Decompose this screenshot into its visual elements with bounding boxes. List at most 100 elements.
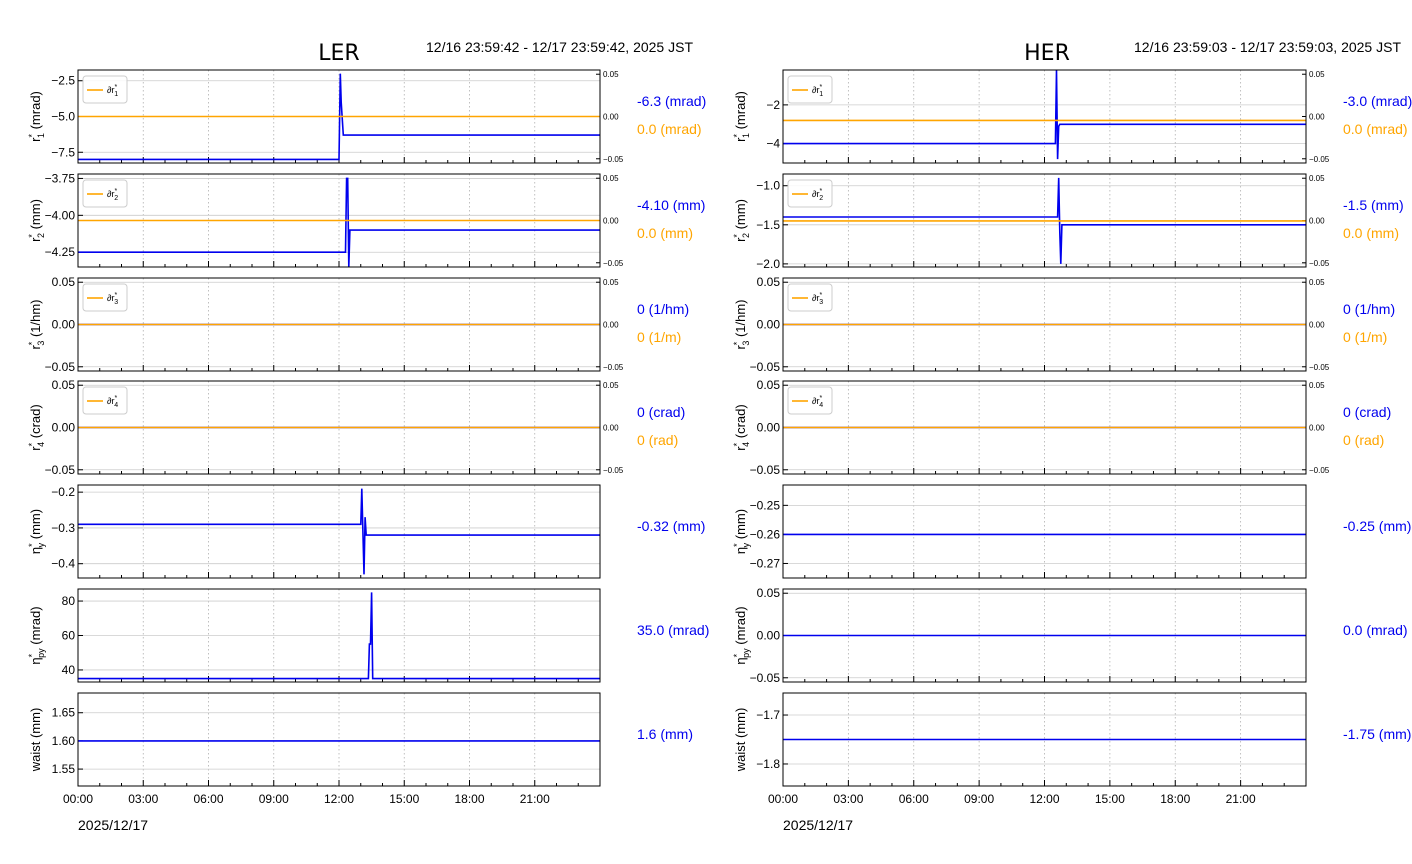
x-tick-label: 00:00 <box>63 792 93 806</box>
plot-frame <box>77 484 601 579</box>
y-tick-label: −4 <box>766 137 780 151</box>
her-x-date: 2025/12/17 <box>783 817 853 833</box>
current-value-readout: 1.6 (mm) <box>637 726 693 742</box>
her-title: HER <box>1024 41 1070 66</box>
y-tick-label: 0.00 <box>757 421 781 435</box>
y-tick-label: −2.0 <box>756 257 780 271</box>
y-axis-label: waist (mm) <box>28 708 43 773</box>
current-value-readout: -4.10 (mm) <box>637 197 705 213</box>
y-tick-label: 1.65 <box>52 706 76 720</box>
ler-panel-4: −0.05 0.00 0.05 −0.05 0.00 0.05 ∂r* 4 r*4 (crad)… <box>27 378 685 477</box>
legend: ∂r* 3 <box>82 283 128 312</box>
her-panel-4: −0.05 0.00 0.05 −0.05 0.00 0.05 ∂r* 4 r*4 (crad)… <box>732 378 1391 477</box>
x-tick-label: 18:00 <box>454 792 484 806</box>
current-value-readout: 0 (1/hm) <box>637 301 689 317</box>
right-tick-label: 0.05 <box>1309 70 1325 79</box>
current-value-readout: -0.25 (mm) <box>1343 518 1411 534</box>
y-tick-label: 0.05 <box>757 378 781 392</box>
legend: ∂r* 2 <box>787 179 833 208</box>
y-axis-label: r*2 (mm) <box>27 199 46 242</box>
current-value-readout: 0 (1/hm) <box>1343 301 1395 317</box>
y-tick-label: 1.60 <box>52 734 76 748</box>
legend-label: ∂r* 2 <box>812 188 823 202</box>
y-axis-label: waist (mm) <box>733 708 748 773</box>
y-tick-label: −0.05 <box>750 671 781 685</box>
right-tick-label: −0.05 <box>603 466 624 475</box>
right-tick-label: 0.05 <box>603 70 619 79</box>
y-tick-label: 0.05 <box>52 275 76 289</box>
y-axis-label: r*1 (mrad) <box>27 91 46 142</box>
current-value-readout: -1.5 (mm) <box>1343 197 1404 213</box>
right-tick-label: −0.05 <box>603 155 624 164</box>
legend-box <box>787 283 833 312</box>
measured-series-line <box>783 69 1306 160</box>
right-tick-label: 0.00 <box>1309 217 1325 226</box>
x-tick-label: 09:00 <box>259 792 289 806</box>
x-tick-label: 12:00 <box>324 792 354 806</box>
legend-label: ∂r* 3 <box>812 292 823 306</box>
y-axis-label: η*py (mrad) <box>27 606 46 664</box>
right-tick-label: 0.05 <box>603 278 619 287</box>
plot-frame <box>77 380 601 475</box>
right-tick-label: −0.05 <box>603 363 624 372</box>
y-tick-label: −0.05 <box>45 360 76 374</box>
y-tick-label: −5.0 <box>51 110 75 124</box>
setpoint-value-readout: 0.0 (mm) <box>1343 225 1399 241</box>
y-tick-label: −4.00 <box>45 208 76 222</box>
plot-frame <box>782 173 1307 268</box>
ler-panel-5: −0.4 −0.3 −0.2 η*y (mm) -0.32 (mm) <box>27 484 705 579</box>
y-axis-label: r*3 (1/hm) <box>732 299 751 349</box>
plot-frame <box>782 380 1307 475</box>
setpoint-value-readout: 0.0 (mm) <box>637 225 693 241</box>
x-tick-label: 09:00 <box>964 792 994 806</box>
y-axis-label: r*3 (1/hm) <box>27 299 46 349</box>
ler-title: LER <box>318 41 359 66</box>
legend: ∂r* 4 <box>787 386 833 415</box>
current-value-readout: 0 (crad) <box>637 404 685 420</box>
y-axis-label: η*y (mm) <box>27 509 46 554</box>
legend-box <box>787 179 833 208</box>
y-tick-label: −0.25 <box>750 498 781 512</box>
y-tick-label: −0.3 <box>51 521 75 535</box>
legend: ∂r* 2 <box>82 179 128 208</box>
right-tick-label: 0.00 <box>603 321 619 330</box>
x-tick-label: 12:00 <box>1029 792 1059 806</box>
setpoint-value-readout: 0.0 (mrad) <box>1343 121 1408 137</box>
right-tick-label: 0.05 <box>1309 174 1325 183</box>
ler-panel-2: −4.25 −4.00 −3.75 −0.05 0.00 0.05 ∂r* 2 r*2 (mm)… <box>27 171 705 267</box>
legend-label: ∂r* 1 <box>812 84 823 98</box>
legend-label: ∂r* 4 <box>812 395 823 409</box>
right-tick-label: 0.00 <box>603 424 619 433</box>
her-panel-2: −2.0 −1.5 −1.0 −0.05 0.00 0.05 ∂r* 2 r*2 (mm) -1.… <box>732 173 1404 271</box>
right-tick-label: 0.00 <box>1309 424 1325 433</box>
x-tick-label: 21:00 <box>520 792 550 806</box>
setpoint-value-readout: 0 (1/m) <box>637 329 681 345</box>
current-value-readout: -1.75 (mm) <box>1343 726 1411 742</box>
right-tick-label: −0.05 <box>1309 466 1330 475</box>
y-tick-label: −1.0 <box>756 179 780 193</box>
right-tick-label: 0.05 <box>1309 381 1325 390</box>
y-tick-label: 40 <box>62 663 76 677</box>
x-tick-label: 18:00 <box>1160 792 1190 806</box>
right-tick-label: −0.05 <box>1309 363 1330 372</box>
y-axis-label: η*y (mm) <box>732 509 751 554</box>
setpoint-value-readout: 0 (1/m) <box>1343 329 1387 345</box>
legend-label: ∂r* 1 <box>107 84 118 98</box>
measured-series-line <box>78 592 600 680</box>
y-tick-label: 0.05 <box>757 275 781 289</box>
y-tick-label: 0.00 <box>757 318 781 332</box>
x-tick-label: 03:00 <box>833 792 863 806</box>
her-panel-6: −0.05 0.00 0.05 η*py (mrad) 0.0 (mrad) <box>732 586 1408 685</box>
plot-frame <box>77 173 601 268</box>
legend-box <box>787 386 833 415</box>
plot-frame <box>782 277 1307 372</box>
setpoint-value-readout: 0 (rad) <box>1343 432 1384 448</box>
plot-frame <box>77 277 601 372</box>
her-time-range: 12/16 23:59:03 - 12/17 23:59:03, 2025 JS… <box>1134 39 1401 55</box>
legend-box <box>82 179 128 208</box>
legend-box <box>82 75 128 104</box>
plot-frame <box>77 588 601 683</box>
x-tick-label: 15:00 <box>1095 792 1125 806</box>
right-tick-label: 0.05 <box>1309 278 1325 287</box>
